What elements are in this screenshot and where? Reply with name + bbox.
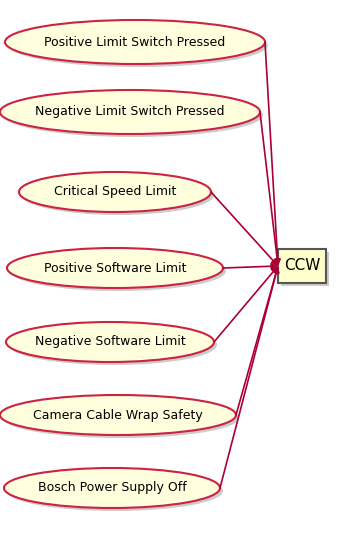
Ellipse shape <box>19 172 211 212</box>
FancyArrowPatch shape <box>220 268 279 488</box>
Text: Negative Limit Switch Pressed: Negative Limit Switch Pressed <box>35 106 225 118</box>
Text: CCW: CCW <box>284 258 320 273</box>
Ellipse shape <box>9 325 217 365</box>
Ellipse shape <box>7 248 223 288</box>
Ellipse shape <box>3 398 239 438</box>
FancyArrowPatch shape <box>211 192 277 265</box>
Text: Positive Limit Switch Pressed: Positive Limit Switch Pressed <box>44 35 226 48</box>
Ellipse shape <box>22 175 214 215</box>
Ellipse shape <box>7 471 223 511</box>
Text: Positive Software Limit: Positive Software Limit <box>44 262 186 274</box>
Ellipse shape <box>4 468 220 508</box>
Ellipse shape <box>3 93 263 137</box>
Text: Bosch Power Supply Off: Bosch Power Supply Off <box>38 481 187 495</box>
Ellipse shape <box>8 23 268 67</box>
FancyArrowPatch shape <box>223 264 276 269</box>
Ellipse shape <box>10 251 226 291</box>
FancyBboxPatch shape <box>278 249 326 283</box>
Ellipse shape <box>0 395 236 435</box>
FancyArrowPatch shape <box>260 112 280 264</box>
Text: Camera Cable Wrap Safety: Camera Cable Wrap Safety <box>33 408 203 421</box>
Ellipse shape <box>5 20 265 64</box>
FancyArrowPatch shape <box>265 42 280 264</box>
FancyArrowPatch shape <box>214 267 277 342</box>
Ellipse shape <box>0 90 260 134</box>
FancyBboxPatch shape <box>281 252 329 286</box>
Text: Critical Speed Limit: Critical Speed Limit <box>54 185 176 198</box>
Text: Negative Software Limit: Negative Software Limit <box>35 336 185 348</box>
FancyArrowPatch shape <box>236 268 278 415</box>
Ellipse shape <box>6 322 214 362</box>
